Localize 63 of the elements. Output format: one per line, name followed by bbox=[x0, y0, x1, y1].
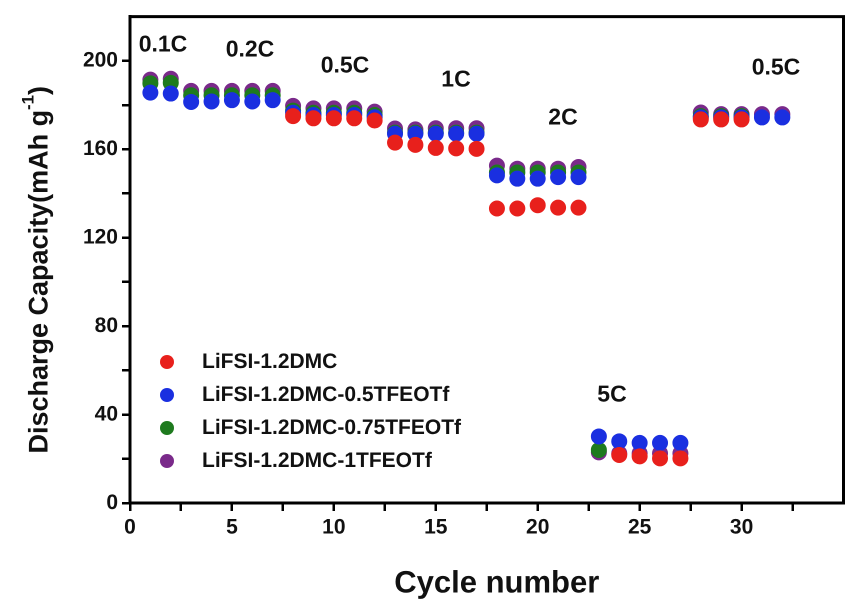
annotation: 0.5C bbox=[752, 53, 800, 80]
annotation: 0.2C bbox=[226, 35, 274, 62]
point bbox=[387, 134, 404, 151]
annotation: 0.5C bbox=[320, 51, 370, 78]
point bbox=[448, 140, 464, 156]
y-axis-title: Discharge Capacity(mAh g-1) bbox=[18, 86, 54, 454]
point bbox=[285, 108, 302, 124]
legend-label: LiFSI-1.2DMC-0.5TFEOTf bbox=[202, 382, 450, 406]
annotation: 0.1C bbox=[138, 30, 188, 56]
point bbox=[183, 94, 200, 110]
point bbox=[570, 200, 586, 216]
point bbox=[754, 109, 770, 126]
annotation: 5C bbox=[597, 380, 627, 406]
y-tick-label: 200 bbox=[82, 48, 118, 72]
point bbox=[162, 86, 179, 102]
point bbox=[611, 433, 628, 450]
point bbox=[305, 110, 322, 126]
legend-label: LiFSI-1.2DMC-1TFEOTf bbox=[202, 448, 432, 472]
point bbox=[632, 448, 648, 464]
point bbox=[590, 428, 607, 444]
point bbox=[550, 169, 566, 186]
x-tick-label: 25 bbox=[628, 515, 652, 538]
point bbox=[570, 169, 586, 186]
point bbox=[530, 197, 546, 214]
legend-label: LiFSI-1.2DMC-0.75TFEOTf bbox=[202, 416, 462, 440]
x-tick-label: 5 bbox=[226, 515, 238, 538]
point bbox=[652, 450, 668, 466]
legend-label: LiFSI-1.2DMC bbox=[202, 350, 338, 374]
x-tick-label: 15 bbox=[424, 515, 448, 538]
y-tick-label: 160 bbox=[82, 137, 118, 160]
point bbox=[142, 84, 158, 101]
point bbox=[346, 110, 362, 126]
point bbox=[468, 140, 485, 157]
point bbox=[326, 110, 342, 126]
point bbox=[488, 167, 505, 184]
point bbox=[550, 200, 566, 216]
annotation: 2C bbox=[548, 103, 578, 130]
x-tick-label: 20 bbox=[526, 515, 550, 538]
annotation: 1C bbox=[441, 65, 471, 92]
x-tick-label: 30 bbox=[730, 515, 754, 538]
point bbox=[672, 434, 688, 451]
y-tick-label: 80 bbox=[94, 314, 118, 337]
point bbox=[204, 94, 220, 110]
point bbox=[774, 109, 790, 126]
point bbox=[672, 450, 688, 466]
point bbox=[244, 94, 260, 110]
point bbox=[264, 92, 281, 108]
x-tick-label: 10 bbox=[322, 515, 346, 538]
point bbox=[224, 92, 240, 108]
y-tick-label: 40 bbox=[94, 402, 118, 426]
point bbox=[407, 136, 424, 153]
y-tick-label: 120 bbox=[82, 225, 118, 248]
point bbox=[488, 200, 505, 217]
point bbox=[509, 170, 526, 187]
point bbox=[530, 170, 546, 187]
point bbox=[509, 200, 526, 217]
point bbox=[366, 112, 383, 129]
x-axis-title: Cycle number bbox=[394, 564, 600, 600]
point bbox=[652, 434, 668, 451]
y-tick-label: 0 bbox=[106, 490, 118, 514]
x-tick-label: 0 bbox=[124, 515, 136, 538]
point bbox=[632, 434, 648, 451]
point bbox=[428, 140, 444, 156]
